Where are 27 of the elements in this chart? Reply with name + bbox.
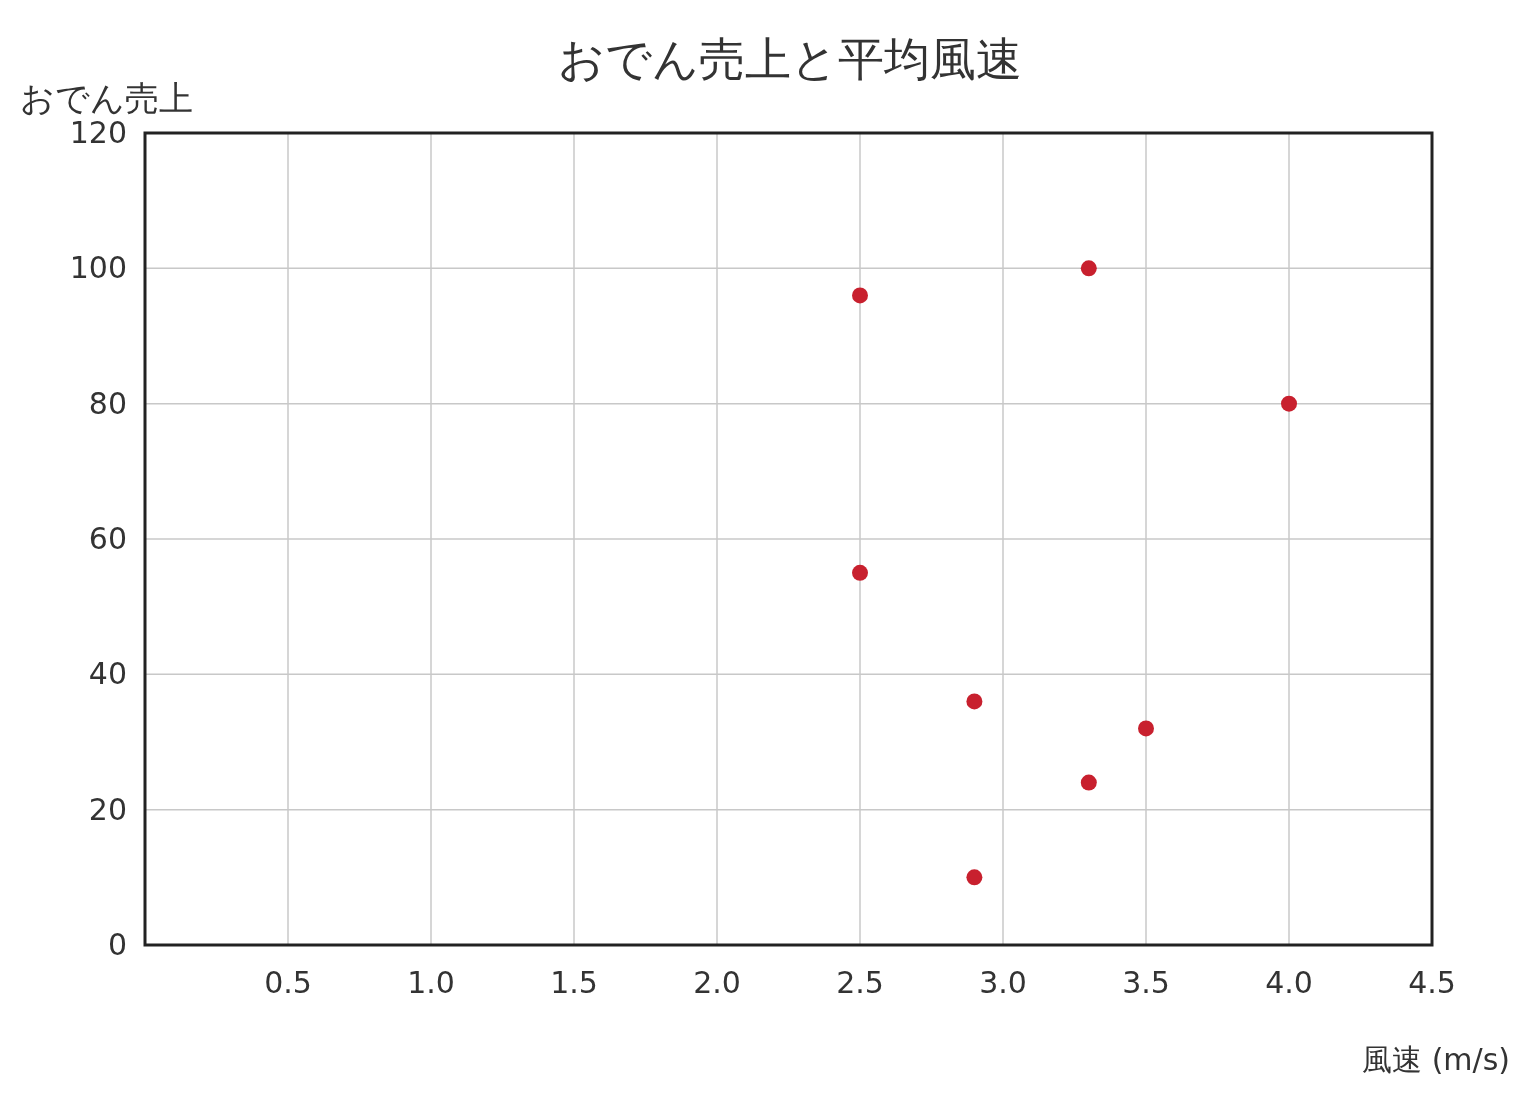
y-tick-label: 0 [107,927,127,962]
y-tick-label: 120 [69,115,127,150]
x-tick-label: 3.5 [1122,965,1170,1000]
x-tick-label: 1.0 [407,965,455,1000]
x-tick-label: 4.5 [1408,965,1456,1000]
x-tick-label: 2.5 [836,965,884,1000]
point [852,564,868,581]
x-tick-label: 2.0 [693,965,741,1000]
x-tick-label: 1.5 [550,965,598,1000]
point [852,287,868,304]
x-tick-label: 0.5 [264,965,312,1000]
chart-title: おでん売上と平均風速 [558,32,1022,86]
x-axis-title: 風速 (m/s) [1362,1042,1510,1077]
point [1080,260,1097,277]
y-tick-label: 20 [88,791,127,827]
y-tick-label: 60 [88,521,127,556]
y-tick-label: 100 [69,250,127,286]
point [1281,395,1297,412]
y-tick-label: 80 [88,385,127,421]
point [966,693,983,710]
point [966,869,983,886]
x-tick-label: 4.0 [1265,965,1313,1000]
y-tick-label: 40 [88,656,127,692]
x-tick-label: 3.0 [979,965,1027,1000]
point [1080,774,1097,791]
point [1138,720,1154,737]
y-axis-title: おでん売上 [20,78,193,118]
